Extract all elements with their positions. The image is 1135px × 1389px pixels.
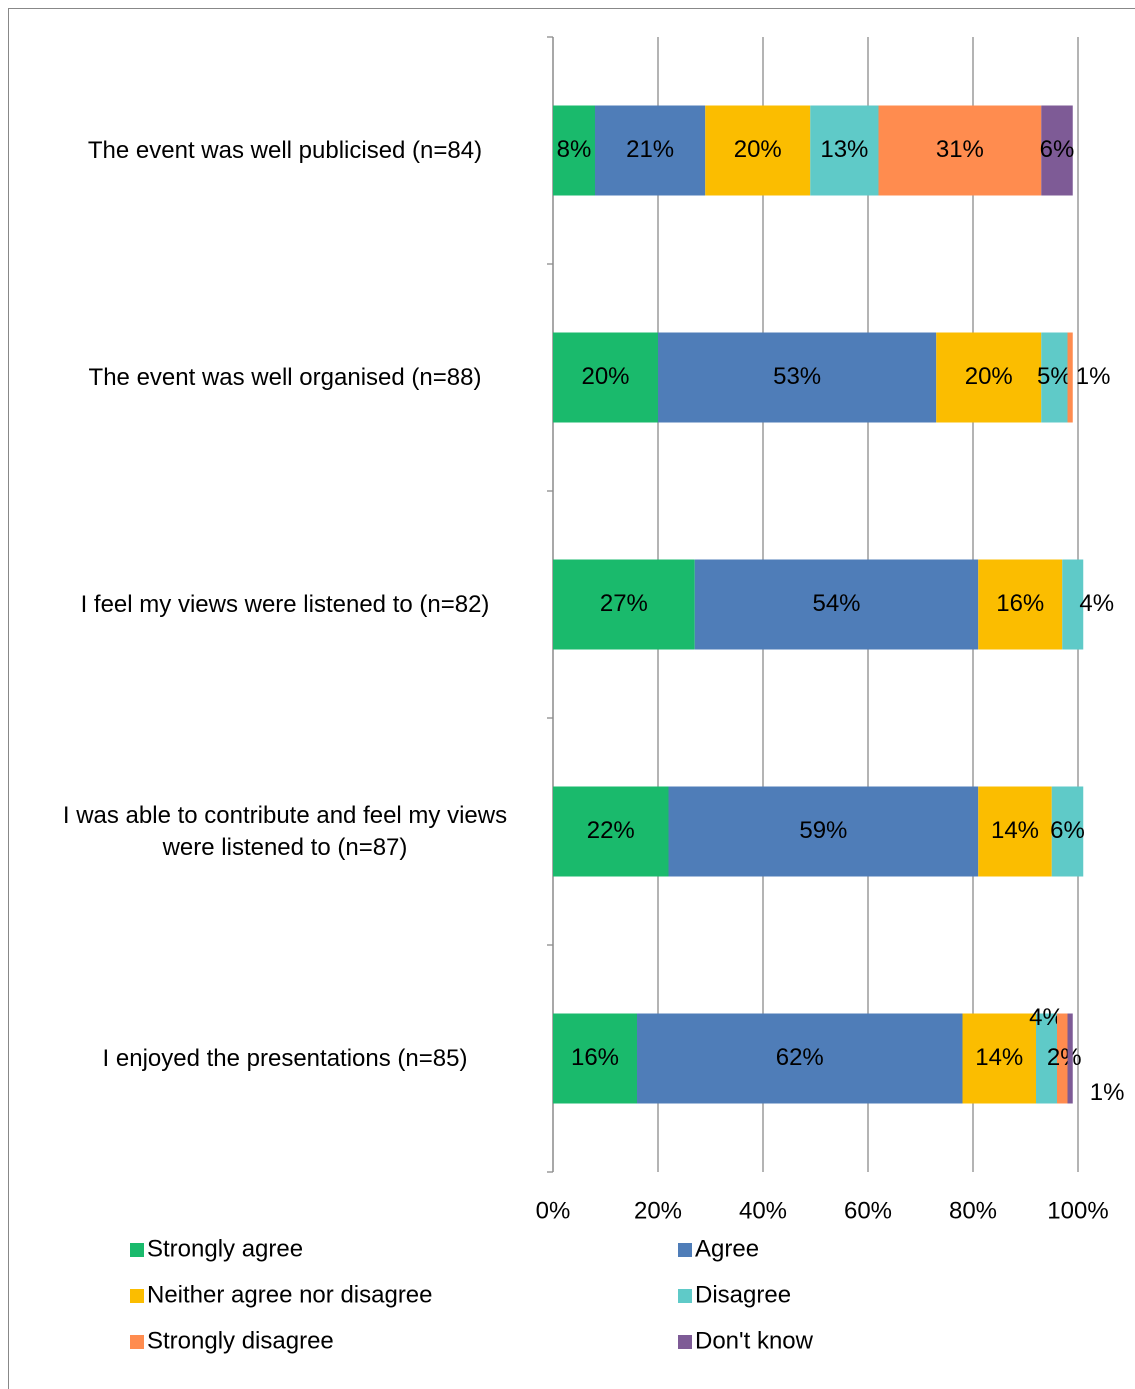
legend-label: Don't know xyxy=(695,1327,814,1354)
value-label: 21% xyxy=(626,136,674,163)
value-label: 62% xyxy=(776,1044,824,1071)
bar-segment xyxy=(553,786,669,877)
value-label: 6% xyxy=(1050,817,1085,844)
legend-label: Strongly agree xyxy=(147,1235,303,1262)
value-label: 20% xyxy=(581,363,629,390)
frame xyxy=(8,8,1135,1389)
legend-swatch xyxy=(678,1243,692,1257)
legend-swatch xyxy=(678,1289,692,1303)
legend-swatch xyxy=(678,1335,692,1349)
bar-segment xyxy=(1062,559,1084,650)
x-tick-label: 60% xyxy=(844,1197,892,1224)
legend-swatch xyxy=(130,1243,144,1257)
value-label: 4% xyxy=(1079,590,1114,617)
bar-segment xyxy=(553,1013,637,1104)
bar-segment xyxy=(637,1013,963,1104)
value-label: 27% xyxy=(600,590,648,617)
bar-segment xyxy=(668,786,979,877)
bar-segment xyxy=(1057,1013,1068,1104)
legend-label: Disagree xyxy=(695,1281,791,1308)
bar-segment xyxy=(1041,105,1073,196)
bar-segment xyxy=(705,105,811,196)
value-label: 22% xyxy=(587,817,635,844)
category-label: I was able to contribute and feel my vie… xyxy=(62,801,508,861)
value-label: 54% xyxy=(812,590,860,617)
legend-label: Agree xyxy=(695,1235,759,1262)
value-label: 31% xyxy=(936,136,984,163)
value-label: 2% xyxy=(1047,1044,1082,1071)
value-label: 16% xyxy=(996,590,1044,617)
bar-segment xyxy=(595,105,706,196)
bar-segment xyxy=(553,559,695,650)
bar-segment xyxy=(1051,786,1084,877)
bar-segment xyxy=(1036,1013,1057,1104)
bar-segment xyxy=(962,1013,1036,1104)
value-label: 14% xyxy=(991,817,1039,844)
bar-segment xyxy=(978,786,1052,877)
bar-segment xyxy=(553,105,595,196)
value-label: 1% xyxy=(1090,1079,1125,1106)
value-label: 59% xyxy=(799,817,847,844)
value-label: 20% xyxy=(965,363,1013,390)
value-label: 5% xyxy=(1037,363,1072,390)
bar-segment xyxy=(694,559,979,650)
bar-segment xyxy=(1067,332,1073,423)
x-tick-label: 100% xyxy=(1047,1197,1108,1224)
value-label: 53% xyxy=(773,363,821,390)
value-label: 6% xyxy=(1040,136,1075,163)
value-label: 8% xyxy=(557,136,592,163)
bar-segment xyxy=(658,332,937,423)
category-label: I feel my views were listened to (n=82) xyxy=(80,590,490,618)
value-label: 16% xyxy=(571,1044,619,1071)
category-label: The event was well organised (n=88) xyxy=(88,363,482,391)
legend-swatch xyxy=(130,1335,144,1349)
legend-swatch xyxy=(130,1289,144,1303)
x-tick-label: 40% xyxy=(739,1197,787,1224)
bar-segment xyxy=(810,105,879,196)
category-label: I enjoyed the presentations (n=85) xyxy=(102,1044,468,1072)
bar-segment xyxy=(553,332,658,423)
bar-segment xyxy=(878,105,1042,196)
value-label: 20% xyxy=(734,136,782,163)
x-tick-label: 20% xyxy=(634,1197,682,1224)
x-tick-label: 0% xyxy=(536,1197,571,1224)
value-label: 13% xyxy=(820,136,868,163)
legend-label: Neither agree nor disagree xyxy=(147,1281,433,1308)
bar-segment xyxy=(978,559,1063,650)
bar-segment xyxy=(936,332,1042,423)
x-tick-label: 80% xyxy=(949,1197,997,1224)
value-label: 14% xyxy=(975,1044,1023,1071)
category-label: The event was well publicised (n=84) xyxy=(87,136,483,164)
bar-segment xyxy=(1067,1013,1073,1104)
value-label: 1% xyxy=(1076,363,1111,390)
legend-label: Strongly disagree xyxy=(147,1327,334,1354)
bar-segment xyxy=(1041,332,1068,423)
